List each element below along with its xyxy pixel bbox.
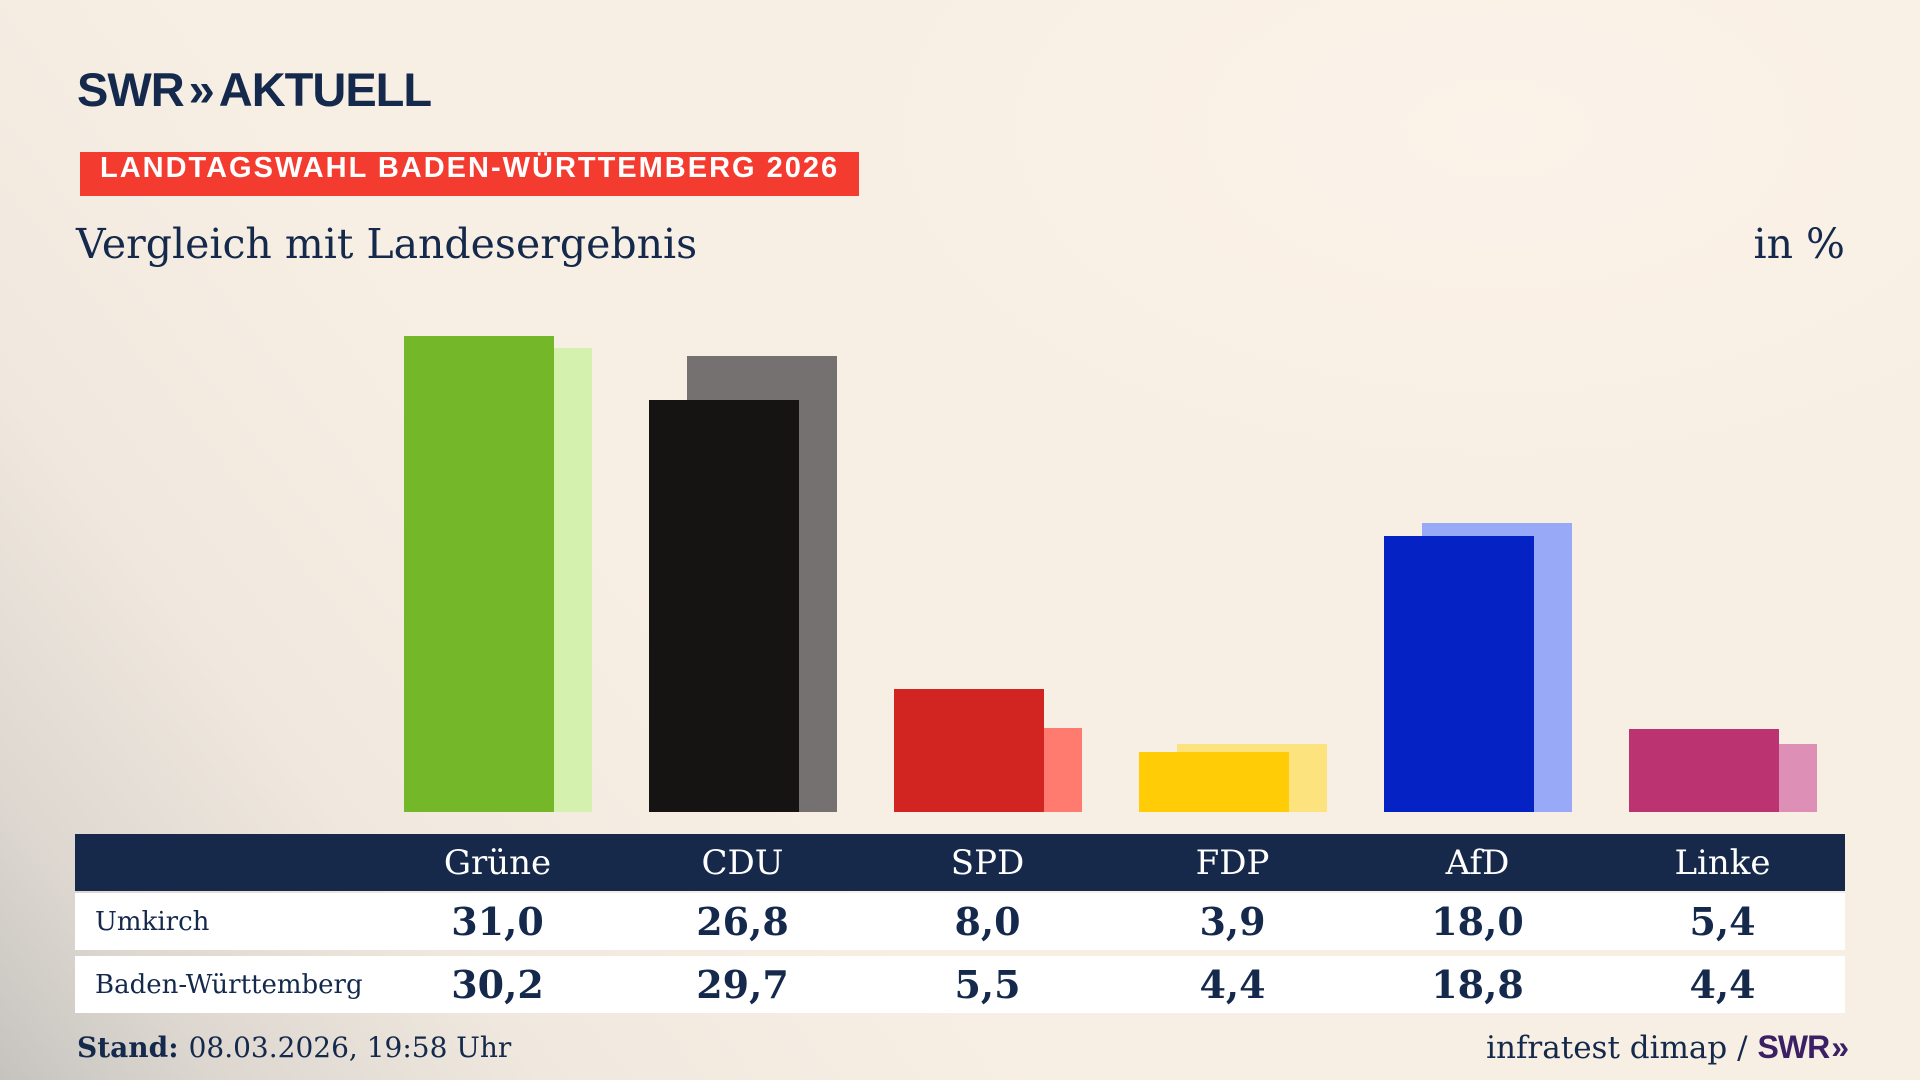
unit-label: in % (1753, 220, 1845, 268)
double-chevron-icon: » (188, 63, 215, 116)
logo-swr-text: SWR (77, 63, 185, 116)
election-badge: LANDTAGSWAHL BADEN-WÜRTTEMBERG 2026 (80, 152, 860, 196)
table-header-cell: CDU (701, 842, 784, 883)
swr-logo-small: SWR» (1757, 1028, 1849, 1065)
row-label: Umkirch (95, 906, 210, 937)
table-cell: 5,4 (1689, 899, 1756, 944)
timestamp: Stand: 08.03.2026, 19:58 Uhr (77, 1031, 511, 1064)
bar-umkirch-spd (893, 689, 1044, 812)
table-cell: 18,8 (1431, 962, 1524, 1007)
bar-umkirch-linke (1628, 729, 1779, 812)
table-row: Baden-Württemberg 30,2 29,7 5,5 4,4 18,8 4,4 (75, 956, 1845, 1013)
table-cell: 29,7 (696, 962, 789, 1007)
source-brand-text: SWR (1757, 1028, 1831, 1065)
results-table: Grüne CDU SPD FDP AfD Linke Umkirch 31,0 26,8 8,… (75, 834, 1845, 1013)
bar-umkirch-afd (1383, 536, 1534, 812)
table-header-cell: Grüne (443, 842, 552, 883)
table-cell: 5,5 (954, 962, 1021, 1007)
source-text: infratest dimap / (1486, 1029, 1748, 1066)
row-label: Baden-Württemberg (95, 969, 363, 1000)
table-cell: 3,9 (1199, 899, 1266, 944)
table-cell: 8,0 (954, 899, 1021, 944)
bar-umkirch-cdu (648, 400, 799, 812)
table-cell: 30,2 (451, 962, 544, 1007)
bar-umkirch-fdp (1138, 752, 1289, 812)
table-header-cell: AfD (1445, 842, 1510, 883)
bar-chart (75, 300, 1845, 812)
table-cell: 4,4 (1199, 962, 1266, 1007)
stand-value: 08.03.2026, 19:58 Uhr (188, 1030, 512, 1064)
bar-umkirch-gruene (403, 336, 554, 812)
table-header-cell: FDP (1195, 842, 1270, 883)
swr-aktuell-logo: SWR» AKTUELL (77, 62, 432, 117)
table-cell: 4,4 (1689, 962, 1756, 1007)
double-chevron-icon: » (1831, 1028, 1849, 1065)
table-header-cell: Linke (1674, 842, 1771, 883)
footer: Stand: 08.03.2026, 19:58 Uhr infratest di… (77, 1026, 1849, 1068)
table-cell: 18,0 (1431, 899, 1524, 944)
table-row: Umkirch 31,0 26,8 8,0 3,9 18,0 5,4 (75, 893, 1845, 950)
source-credit: infratest dimap / SWR» (1486, 1028, 1849, 1066)
table-cell: 26,8 (696, 899, 789, 944)
stand-label: Stand: (77, 1030, 179, 1064)
table-header-row: Grüne CDU SPD FDP AfD Linke (75, 834, 1845, 891)
table-header-cell: SPD (950, 842, 1025, 883)
table-cell: 31,0 (451, 899, 544, 944)
logo-aktuell-text: AKTUELL (218, 63, 432, 116)
chart-title: Vergleich mit Landesergebnis (76, 220, 698, 268)
